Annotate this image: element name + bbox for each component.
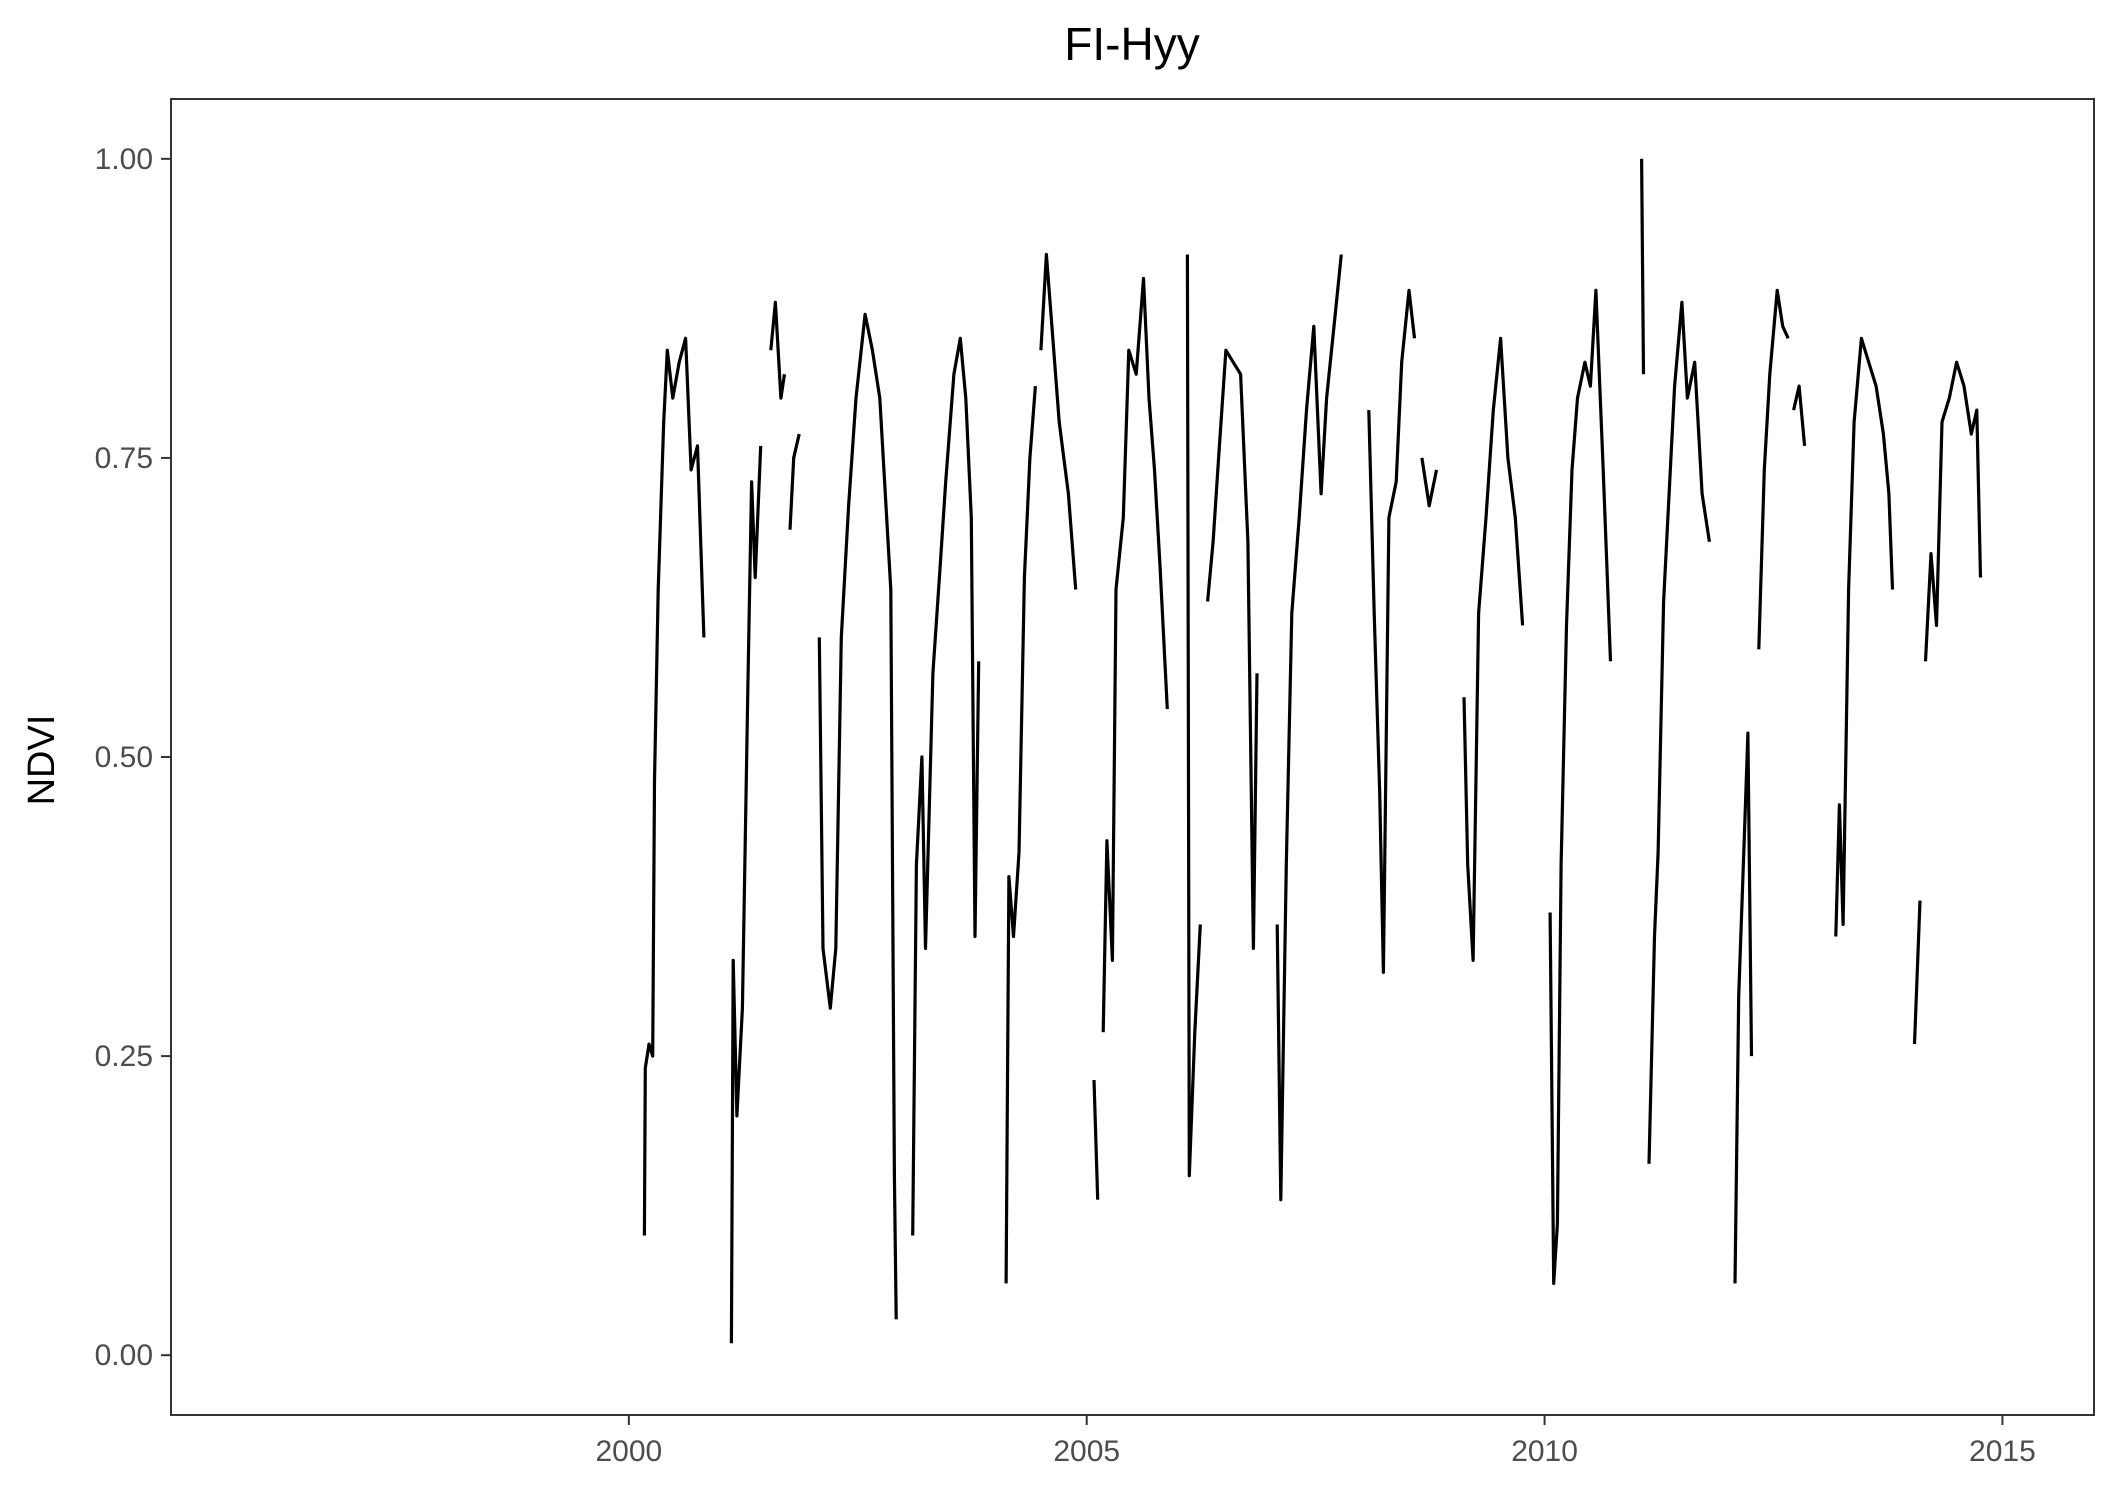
y-tick-label: 0.50 bbox=[95, 741, 153, 774]
ndvi-series-line-segment bbox=[729, 445, 763, 1344]
ndvi-series-line-segment bbox=[1462, 336, 1525, 962]
y-tick-label: 0.75 bbox=[95, 442, 153, 475]
ndvi-series-line-segment bbox=[1420, 457, 1439, 508]
ndvi-series-line-segment bbox=[1640, 158, 1646, 375]
y-tick-label: 0.25 bbox=[95, 1040, 153, 1073]
chart-title: FI-Hyy bbox=[1064, 18, 1199, 70]
ndvi-series-line-segment bbox=[1185, 254, 1202, 1178]
y-tick-label: 0.00 bbox=[95, 1339, 153, 1372]
ndvi-series-line-segment bbox=[769, 300, 787, 400]
ndvi-series-line-segment bbox=[1206, 348, 1259, 950]
ndvi-series-line-segment bbox=[1912, 900, 1922, 1045]
ndvi-series-line-segment bbox=[1101, 276, 1169, 1033]
x-axis: 2000 2005 2010 2015 bbox=[595, 1415, 2036, 1468]
ndvi-series-line-segment bbox=[1834, 336, 1895, 937]
x-tick-label: 2005 bbox=[1053, 1435, 1120, 1468]
ndvi-series-line-segment bbox=[1092, 1079, 1100, 1200]
ndvi-series-line-segment bbox=[1733, 731, 1754, 1284]
ndvi-series-line-segment bbox=[911, 336, 981, 1236]
ndvi-series-line-segment bbox=[1548, 288, 1613, 1285]
ndvi-series-line-segment bbox=[1923, 360, 1983, 662]
series-layer bbox=[642, 158, 1983, 1344]
ndvi-series-line-segment bbox=[1757, 288, 1790, 650]
y-axis: 0.00 0.25 0.50 0.75 1.00 bbox=[95, 143, 171, 1372]
ndvi-series-line-segment bbox=[788, 433, 801, 530]
ndvi-series-line-segment bbox=[1647, 300, 1711, 1164]
x-tick-label: 2015 bbox=[1969, 1435, 2036, 1468]
ndvi-series-line-segment bbox=[817, 312, 898, 1320]
ndvi-series-line-segment bbox=[642, 336, 706, 1236]
y-axis-title: NDVI bbox=[21, 715, 63, 806]
ndvi-series-line-segment bbox=[1792, 384, 1807, 447]
ndvi-series-line-segment bbox=[1004, 385, 1037, 1284]
ndvi-series-line-segment bbox=[1039, 252, 1078, 590]
ndvi-series-line-segment bbox=[1367, 288, 1417, 974]
x-tick-label: 2010 bbox=[1511, 1435, 1578, 1468]
plot-panel-border bbox=[170, 98, 2095, 1416]
y-tick-label: 1.00 bbox=[95, 143, 153, 176]
x-tick-label: 2000 bbox=[595, 1435, 662, 1468]
ndvi-series-line-segment bbox=[1275, 254, 1343, 1202]
